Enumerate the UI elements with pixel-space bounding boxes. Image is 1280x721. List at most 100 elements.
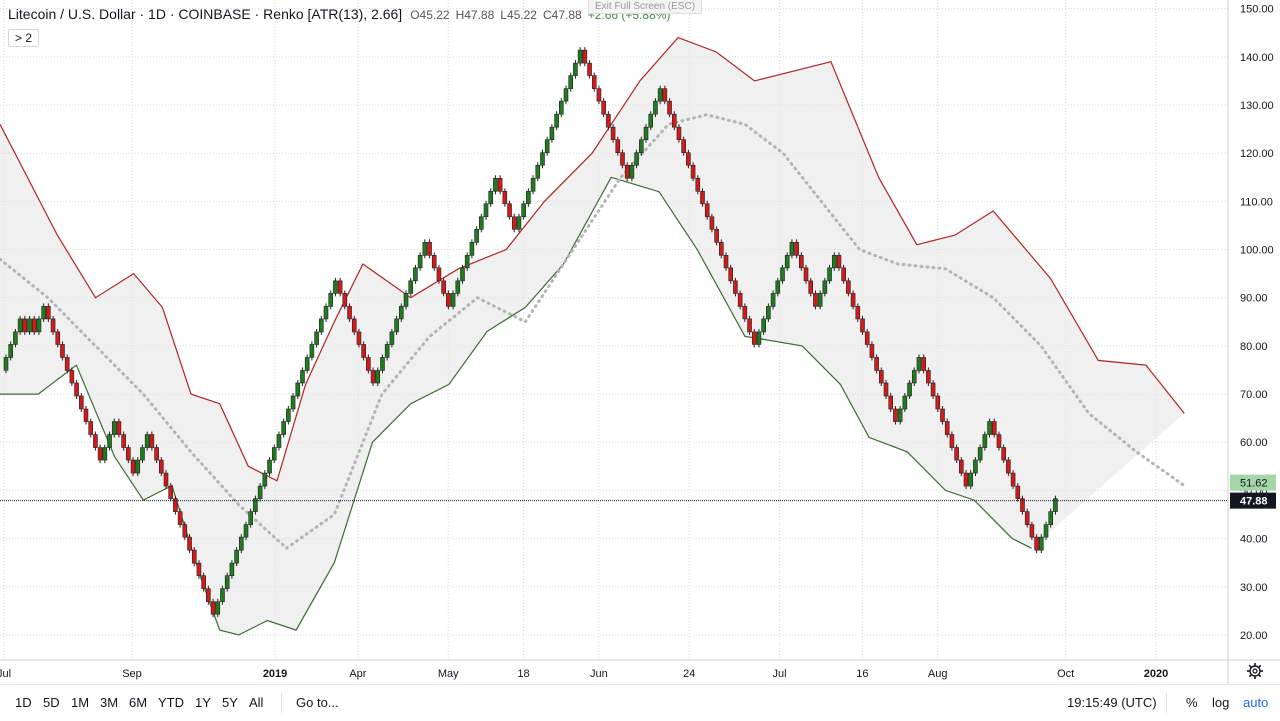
up-brick [103,448,107,461]
up-brick [780,268,784,281]
up-brick [380,357,384,370]
down-brick [1011,473,1015,486]
down-brick [842,268,846,281]
down-brick [1030,525,1034,538]
up-brick [376,370,380,383]
up-brick [653,101,657,114]
close-value: C47.88 [543,8,582,22]
up-brick [973,460,977,473]
down-brick [865,332,869,345]
down-brick [700,191,704,204]
down-brick [79,396,83,409]
down-brick [997,435,1001,448]
up-brick [475,229,479,242]
up-brick [413,268,417,281]
down-brick [992,422,996,435]
down-brick [813,293,817,306]
up-brick [531,178,535,191]
timeframe-1d[interactable]: 1D [15,695,32,710]
down-brick [611,127,615,140]
up-brick [4,357,8,370]
up-brick [220,589,224,602]
renko-chart[interactable]: 20.0030.0040.0050.0060.0070.0080.0090.00… [0,0,1280,684]
indicators-toggle[interactable]: > 2 [8,29,39,47]
down-brick [202,576,206,589]
down-brick [348,306,352,319]
up-brick [112,422,116,435]
up-brick [983,435,987,448]
up-brick [456,281,460,294]
down-brick [926,370,930,383]
down-brick [192,550,196,563]
timeframe-ytd[interactable]: YTD [158,695,184,710]
up-brick [42,306,46,319]
up-brick [757,332,761,345]
up-brick [390,332,394,345]
up-brick [286,409,290,422]
up-brick [917,357,921,370]
down-brick [860,319,864,332]
timeframe-all[interactable]: All [249,695,263,710]
down-brick [733,281,737,294]
timeframe-5y[interactable]: 5Y [222,695,238,710]
up-brick [517,217,521,230]
up-brick [300,370,304,383]
down-brick [1035,537,1039,550]
timeframe-1m[interactable]: 1M [71,695,89,710]
price-axis[interactable]: 20.0030.0040.0050.0060.0070.0080.0090.00… [1228,0,1276,684]
up-brick [268,460,272,473]
down-brick [46,306,50,319]
timeframe-5d[interactable]: 5D [43,695,60,710]
down-brick [715,229,719,242]
down-brick [616,140,620,153]
down-brick [752,332,756,345]
down-brick [1016,486,1020,499]
log-scale-toggle[interactable]: log [1212,695,1229,710]
down-brick [691,165,695,178]
down-brick [846,281,850,294]
down-brick [169,486,173,499]
down-brick [748,319,752,332]
up-brick [644,127,648,140]
timeframe-6m[interactable]: 6M [129,695,147,710]
auto-scale-toggle[interactable]: auto [1243,695,1268,710]
up-brick [18,319,22,332]
x-tick-label: Aug [928,668,948,680]
exit-fullscreen-button[interactable]: Exit Full Screen (ESC) [588,0,702,14]
up-brick [305,357,309,370]
down-brick [945,422,949,435]
up-brick [1044,525,1048,538]
settings-gear-icon[interactable] [1246,662,1264,680]
x-tick-label: 18 [517,668,529,680]
up-brick [460,268,464,281]
down-brick [150,435,154,448]
up-brick [108,435,112,448]
down-brick [931,383,935,396]
up-brick [230,563,234,576]
down-brick [743,306,747,319]
y-tick-label: 130.00 [1240,100,1274,112]
y-tick-label: 110.00 [1240,196,1273,208]
x-tick-label: Oct [1057,668,1074,680]
utc-clock[interactable]: 19:15:49 (UTC) [1067,695,1157,710]
down-brick [724,255,728,268]
time-axis[interactable]: Jul Sep 2019 Apr May 18 Jun 24 Jul 16 Aug Oct 2020 [0,660,1280,680]
low-value: L45.22 [500,8,537,22]
timeframe-1y[interactable]: 1Y [195,695,211,710]
down-brick [799,255,803,268]
down-brick [889,396,893,409]
down-brick [206,589,210,602]
up-brick [898,409,902,422]
y-tick-label: 70.00 [1240,389,1268,401]
bollinger-band [0,38,1184,635]
goto-date-button[interactable]: Go to... [296,695,339,710]
down-brick [592,76,596,89]
up-brick [578,50,582,63]
down-brick [56,332,60,345]
timeframe-3m[interactable]: 3M [100,695,118,710]
percent-scale-toggle[interactable]: % [1186,695,1198,710]
down-brick [117,422,121,435]
up-brick [828,268,832,281]
down-brick [677,127,681,140]
down-brick [23,319,27,332]
